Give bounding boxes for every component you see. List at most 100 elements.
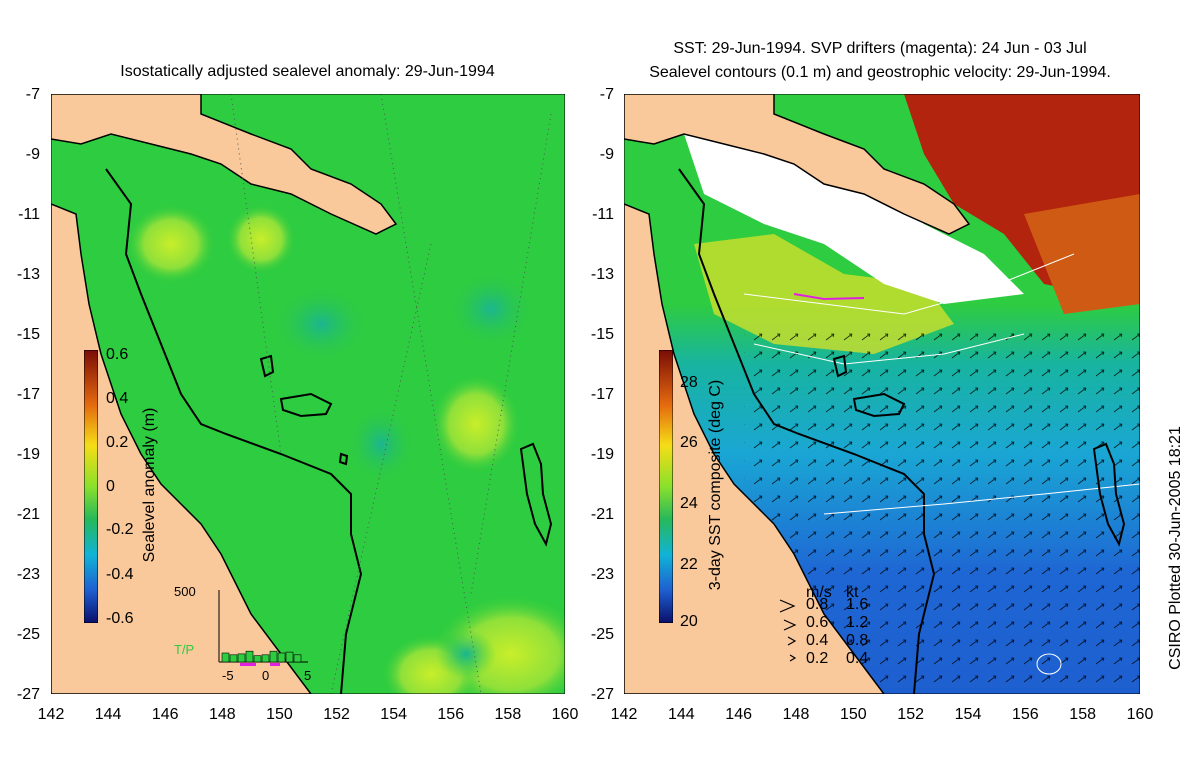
cb-left-tick-4: 0 xyxy=(106,478,115,495)
lon-tick-right-5: 150 xyxy=(839,706,867,723)
lat-tick-right-1: -7 xyxy=(599,86,614,103)
right-map-title-line1: SST: 29-Jun-1994. SVP drifters (magenta)… xyxy=(673,40,1087,57)
lat-tick-left-4: -13 xyxy=(16,266,40,283)
lon-tick-left-2: 144 xyxy=(94,706,122,723)
cb-left-tick-6: -0.4 xyxy=(106,566,134,583)
sst-map xyxy=(624,94,1140,694)
sealevel-anomaly-map xyxy=(51,94,565,694)
velocity-ms-1: 0.8 xyxy=(806,596,829,613)
lat-tick-left-11: -27 xyxy=(16,686,40,703)
lat-tick-left-1: -7 xyxy=(25,86,40,103)
lon-tick-right-6: 152 xyxy=(897,706,924,723)
velocity-arrow-icon-1 xyxy=(779,599,796,613)
new-guinea-land-sst xyxy=(624,94,971,235)
track-count-histogram xyxy=(218,590,308,666)
inset-ymax-label: 500 xyxy=(174,584,196,599)
lat-tick-right-9: -23 xyxy=(590,566,614,583)
velocity-arrow-icon-2 xyxy=(783,619,797,631)
inset-series-label: T/P xyxy=(174,642,195,657)
lon-tick-left-7: 154 xyxy=(380,706,407,723)
sst-colorbar-label: 3-day SST composite (deg C) xyxy=(707,379,724,591)
lon-tick-right-8: 156 xyxy=(1011,706,1039,723)
lat-tick-right-3: -11 xyxy=(592,206,614,223)
sealevel-colorbar-label: Sealevel anomaly (m) xyxy=(141,407,158,563)
lon-tick-right-3: 146 xyxy=(725,706,752,723)
velocity-arrow-icon-4 xyxy=(789,654,797,662)
velocity-legend-header-ms: m/s xyxy=(806,584,832,601)
lon-tick-left-9: 158 xyxy=(494,706,522,723)
inset-xtick-2: 0 xyxy=(262,668,270,683)
histogram-bar xyxy=(269,650,278,663)
inset-xtick-1: -5 xyxy=(222,668,234,683)
velocity-kt-4: 0.4 xyxy=(846,650,869,667)
histogram-bar xyxy=(245,650,254,663)
lat-tick-left-10: -25 xyxy=(16,626,40,643)
new-guinea-land xyxy=(51,94,398,235)
lat-tick-left-3: -11 xyxy=(18,206,40,223)
histogram-bar xyxy=(293,654,302,663)
lon-tick-left-8: 156 xyxy=(437,706,465,723)
cb-right-tick-2: 26 xyxy=(680,434,698,451)
velocity-ms-2: 0.6 xyxy=(806,614,829,631)
histogram-bar xyxy=(229,654,238,663)
lat-tick-right-5: -15 xyxy=(590,326,614,343)
lon-tick-right-1: 142 xyxy=(610,706,638,723)
cb-left-tick-2: 0.4 xyxy=(106,390,129,407)
histogram-bar xyxy=(261,654,270,663)
velocity-kt-1: 1.6 xyxy=(846,596,869,613)
cb-right-tick-4: 22 xyxy=(680,556,698,573)
lon-tick-right-9: 158 xyxy=(1069,706,1096,723)
right-map-title-line2: Sealevel contours (0.1 m) and geostrophi… xyxy=(649,64,1111,81)
lon-tick-left-4: 148 xyxy=(208,706,236,723)
lon-tick-left-3: 146 xyxy=(151,706,179,723)
lon-tick-left-10: 160 xyxy=(551,706,579,723)
lat-tick-left-7: -19 xyxy=(16,446,40,463)
lon-tick-right-7: 154 xyxy=(954,706,982,723)
cb-right-tick-1: 28 xyxy=(680,374,698,391)
lat-tick-right-11: -27 xyxy=(590,686,614,703)
lon-tick-right-4: 148 xyxy=(782,706,810,723)
lat-tick-right-4: -13 xyxy=(590,266,614,283)
velocity-ms-4: 0.2 xyxy=(806,650,829,667)
australia-land xyxy=(51,203,312,694)
velocity-arrow-icon-3 xyxy=(787,636,797,646)
velocity-kt-3: 0.8 xyxy=(846,632,869,649)
histogram-bar xyxy=(221,652,230,663)
lat-tick-right-8: -21 xyxy=(590,506,614,523)
sealevel-colorbar xyxy=(84,350,98,623)
cb-left-tick-5: -0.2 xyxy=(106,521,134,538)
lat-tick-left-6: -17 xyxy=(16,386,40,403)
drifter-track xyxy=(793,293,865,301)
lat-tick-left-5: -15 xyxy=(16,326,40,343)
lat-tick-right-7: -19 xyxy=(590,446,614,463)
cb-left-tick-7: -0.6 xyxy=(106,610,134,627)
lat-tick-right-2: -9 xyxy=(599,146,614,163)
velocity-kt-2: 1.2 xyxy=(846,614,869,631)
histogram-bar xyxy=(253,655,262,663)
lon-tick-right-2: 144 xyxy=(667,706,695,723)
histogram-bar xyxy=(285,651,294,663)
lat-tick-right-6: -17 xyxy=(590,386,614,403)
lat-tick-left-8: -21 xyxy=(16,506,40,523)
velocity-ms-3: 0.4 xyxy=(806,632,829,649)
lon-tick-left-6: 152 xyxy=(323,706,350,723)
lat-tick-left-2: -9 xyxy=(25,146,40,163)
lat-tick-left-9: -23 xyxy=(16,566,40,583)
lon-tick-left-1: 142 xyxy=(37,706,65,723)
shelf-contour xyxy=(105,168,363,694)
cb-left-tick-3: 0.2 xyxy=(106,434,129,451)
cb-right-tick-3: 24 xyxy=(680,495,698,512)
lon-tick-right-10: 160 xyxy=(1126,706,1154,723)
lat-tick-right-10: -25 xyxy=(590,626,614,643)
histogram-bar xyxy=(277,652,286,663)
histogram-bar xyxy=(237,653,246,663)
lon-tick-left-5: 150 xyxy=(266,706,293,723)
plot-credit: CSIRO Plotted 30-Jun-2005 18:21 xyxy=(1167,426,1184,670)
left-map-title: Isostatically adjusted sealevel anomaly:… xyxy=(120,63,495,80)
cb-right-tick-5: 20 xyxy=(680,613,698,630)
velocity-legend-header-kt: kt xyxy=(846,584,859,601)
australia-land-sst xyxy=(624,203,885,694)
sst-colorbar xyxy=(659,350,673,623)
cb-left-tick-1: 0.6 xyxy=(106,346,129,363)
inset-xtick-3: 5 xyxy=(304,668,312,683)
